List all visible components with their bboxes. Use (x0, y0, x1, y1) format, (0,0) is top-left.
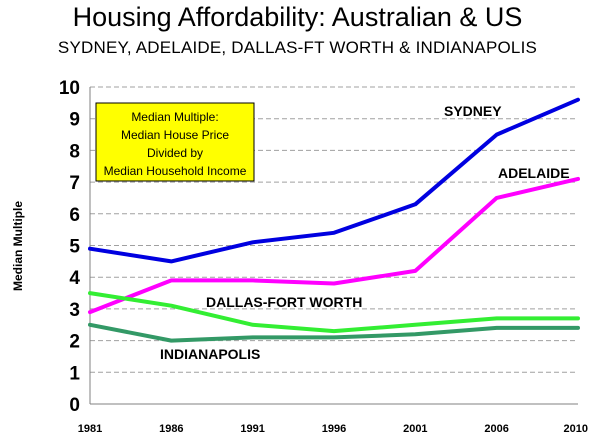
note-line-4: Median Household Income (104, 164, 247, 178)
definition-note: Median Multiple: Median House Price Divi… (95, 102, 255, 182)
y-tick-label: 4 (69, 268, 80, 289)
x-tick-label: 1996 (322, 423, 346, 435)
series-line-indianapolis (88, 322, 580, 343)
series-labels: SYDNEY ADELAIDE DALLAS-FORT WORTH INDIAN… (160, 103, 570, 362)
y-tick-label: 6 (69, 205, 80, 226)
series-lines (88, 97, 580, 343)
note-line-3: Divided by (147, 146, 203, 160)
chart-title: Housing Affordability: Australian & US (72, 2, 523, 32)
x-tick-label: 2006 (484, 423, 508, 435)
y-axis-label: Median Multiple (11, 201, 25, 291)
y-tick-label: 7 (69, 173, 80, 194)
x-tick-labels: 1981 1986 1991 1996 2001 2006 2010 (78, 423, 588, 435)
note-line-2: Median House Price (121, 128, 229, 142)
y-tick-labels: 0 1 2 3 4 5 6 7 8 9 10 (59, 78, 81, 416)
y-tick-label: 3 (69, 300, 80, 321)
y-tick-label: 9 (69, 110, 80, 131)
chart-subtitle: SYDNEY, ADELAIDE, DALLAS-FT WORTH & INDI… (57, 38, 538, 57)
y-tick-label: 10 (59, 78, 80, 99)
x-tick-label: 1986 (159, 423, 183, 435)
axes (89, 87, 578, 405)
series-label-sydney: SYDNEY (444, 103, 502, 119)
note-background (95, 102, 255, 182)
x-tick-label: 1991 (240, 423, 264, 435)
x-tick-label: 2001 (403, 423, 427, 435)
y-tick-label: 2 (69, 332, 80, 353)
y-tick-label: 1 (69, 363, 80, 384)
series-label-dallas: DALLAS-FORT WORTH (206, 294, 362, 310)
series-line-adelaide (88, 176, 580, 315)
y-tick-label: 8 (69, 141, 80, 162)
x-tick-label: 2010 (564, 423, 588, 435)
note-line-1: Median Multiple: (131, 110, 218, 124)
series-label-indianapolis: INDIANAPOLIS (160, 346, 260, 362)
x-tick-label: 1981 (78, 423, 102, 435)
series-line-dallas-fort-worth (88, 291, 580, 334)
series-label-adelaide: ADELAIDE (498, 165, 570, 181)
y-tick-label: 0 (69, 395, 80, 416)
series-line-sydney (88, 97, 580, 264)
y-tick-label: 5 (69, 237, 80, 258)
